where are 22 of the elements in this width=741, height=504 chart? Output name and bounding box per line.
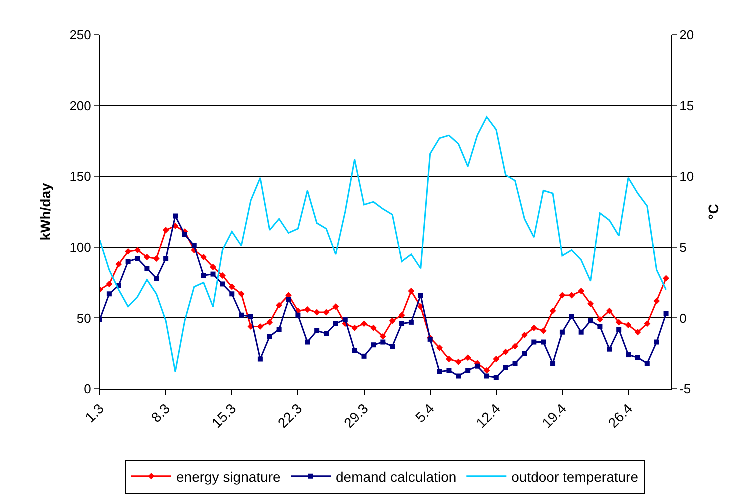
- legend-label: energy signature: [176, 468, 282, 485]
- y2-tick-label: 10: [680, 169, 694, 184]
- y2-axis-title: °C: [705, 204, 722, 220]
- y-tick-label: 250: [70, 28, 92, 43]
- line-series: [100, 116, 668, 373]
- y2-tick-label: -5: [680, 382, 692, 397]
- y-tick-label: 100: [70, 240, 92, 255]
- x-tick-label: 1.3: [82, 400, 108, 426]
- y-tick-label: 200: [70, 98, 92, 114]
- x-tick-label: 8.3: [148, 400, 174, 426]
- y-axis-title: kWh/day: [37, 183, 54, 241]
- y2-tick-label: 5: [680, 240, 687, 255]
- y-tick-label: 50: [76, 310, 92, 326]
- y-tick-label: 150: [70, 169, 92, 184]
- y-tick-label: 0: [84, 382, 92, 397]
- y2-tick-label: 0: [680, 310, 687, 326]
- y2-tick-label: 20: [680, 28, 694, 43]
- legend-label: demand calculation: [336, 468, 457, 485]
- y2-tick-label: 15: [680, 98, 694, 114]
- legend-label: outdoor temperature: [512, 468, 639, 485]
- x-tick-label: 15.3: [208, 400, 240, 432]
- x-tick-label: 5.4: [412, 400, 438, 426]
